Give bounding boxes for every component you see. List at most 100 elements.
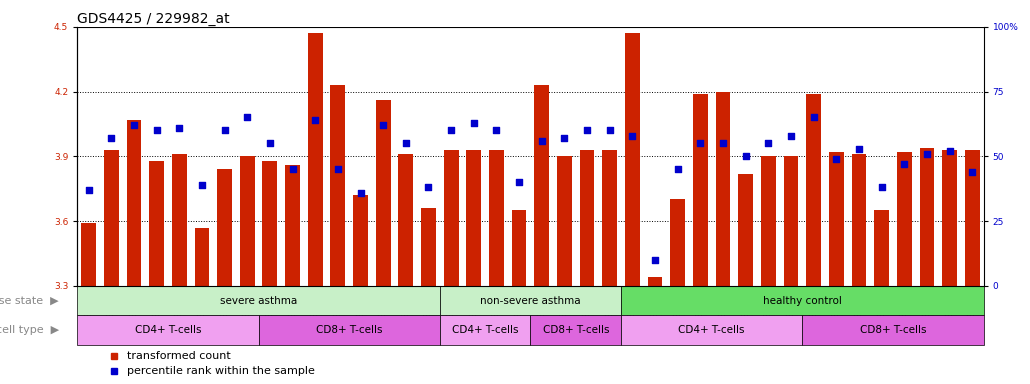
Bar (784, 156, 798, 286)
Point (692, 140, 709, 146)
Bar (376, 100, 390, 286)
Bar (285, 165, 300, 286)
Bar (195, 228, 209, 286)
Bar (535, 85, 549, 286)
Point (964, 169, 981, 175)
Point (262, 140, 278, 146)
Bar (739, 174, 753, 286)
Text: percentile rank within the sample: percentile rank within the sample (127, 366, 315, 376)
Text: CD4+ T-cells: CD4+ T-cells (679, 325, 745, 335)
Bar (149, 161, 164, 286)
Text: CD8+ T-cells: CD8+ T-cells (543, 325, 609, 335)
Bar (829, 152, 844, 286)
Bar (648, 277, 662, 286)
Bar (874, 210, 889, 286)
Bar (308, 33, 322, 286)
Bar (580, 150, 594, 286)
Point (307, 117, 323, 123)
Bar (621, 286, 984, 315)
Bar (716, 92, 730, 286)
Bar (104, 150, 118, 286)
Bar (440, 315, 530, 345)
Point (579, 127, 595, 134)
Point (670, 166, 686, 172)
Point (352, 189, 369, 195)
Point (783, 132, 799, 139)
Bar (965, 150, 980, 286)
Bar (263, 161, 277, 286)
Bar (942, 150, 957, 286)
Bar (671, 199, 685, 286)
Point (647, 257, 663, 263)
Point (534, 138, 550, 144)
Bar (217, 169, 232, 286)
Bar (240, 156, 254, 286)
Point (148, 127, 165, 134)
Point (126, 122, 142, 128)
Point (216, 127, 233, 134)
Point (398, 140, 414, 146)
Text: disease state  ▶: disease state ▶ (0, 296, 59, 306)
Point (805, 114, 822, 121)
Bar (489, 150, 504, 286)
Text: CD8+ T-cells: CD8+ T-cells (860, 325, 926, 335)
Point (420, 184, 437, 190)
Bar (512, 210, 526, 286)
Point (896, 161, 913, 167)
Point (760, 140, 777, 146)
Bar (399, 154, 413, 286)
Bar (897, 152, 912, 286)
Bar (621, 315, 802, 345)
Point (375, 122, 391, 128)
Point (103, 135, 119, 141)
Point (624, 132, 641, 139)
Point (511, 179, 527, 185)
Point (873, 184, 890, 190)
Point (919, 151, 935, 157)
Bar (172, 154, 186, 286)
Point (284, 166, 301, 172)
Bar (530, 315, 621, 345)
Text: healthy control: healthy control (763, 296, 842, 306)
Bar (77, 286, 440, 315)
Point (194, 182, 210, 188)
Text: CD8+ T-cells: CD8+ T-cells (316, 325, 382, 335)
Text: CD4+ T-cells: CD4+ T-cells (452, 325, 518, 335)
Bar (77, 315, 259, 345)
Point (488, 127, 505, 134)
Point (941, 148, 958, 154)
Point (171, 125, 187, 131)
Bar (331, 85, 345, 286)
Bar (761, 156, 776, 286)
Bar (852, 154, 866, 286)
Bar (467, 150, 481, 286)
Bar (440, 286, 621, 315)
Point (737, 153, 754, 159)
Point (80, 187, 97, 193)
Text: severe asthma: severe asthma (219, 296, 297, 306)
Point (556, 135, 573, 141)
Point (239, 114, 255, 121)
Bar (353, 195, 368, 286)
Point (828, 156, 845, 162)
Text: cell type  ▶: cell type ▶ (0, 325, 59, 335)
Text: transformed count: transformed count (127, 351, 231, 361)
Point (715, 140, 731, 146)
Point (851, 146, 867, 152)
Bar (421, 208, 436, 286)
Bar (806, 94, 821, 286)
Bar (127, 120, 141, 286)
Point (602, 127, 618, 134)
Text: CD4+ T-cells: CD4+ T-cells (135, 325, 201, 335)
Bar (259, 315, 440, 345)
Text: GDS4425 / 229982_at: GDS4425 / 229982_at (77, 12, 230, 26)
Bar (557, 156, 572, 286)
Bar (693, 94, 708, 286)
Bar (444, 150, 458, 286)
Text: non-severe asthma: non-severe asthma (480, 296, 581, 306)
Point (330, 166, 346, 172)
Bar (81, 223, 96, 286)
Point (466, 119, 482, 126)
Bar (802, 315, 984, 345)
Bar (920, 148, 934, 286)
